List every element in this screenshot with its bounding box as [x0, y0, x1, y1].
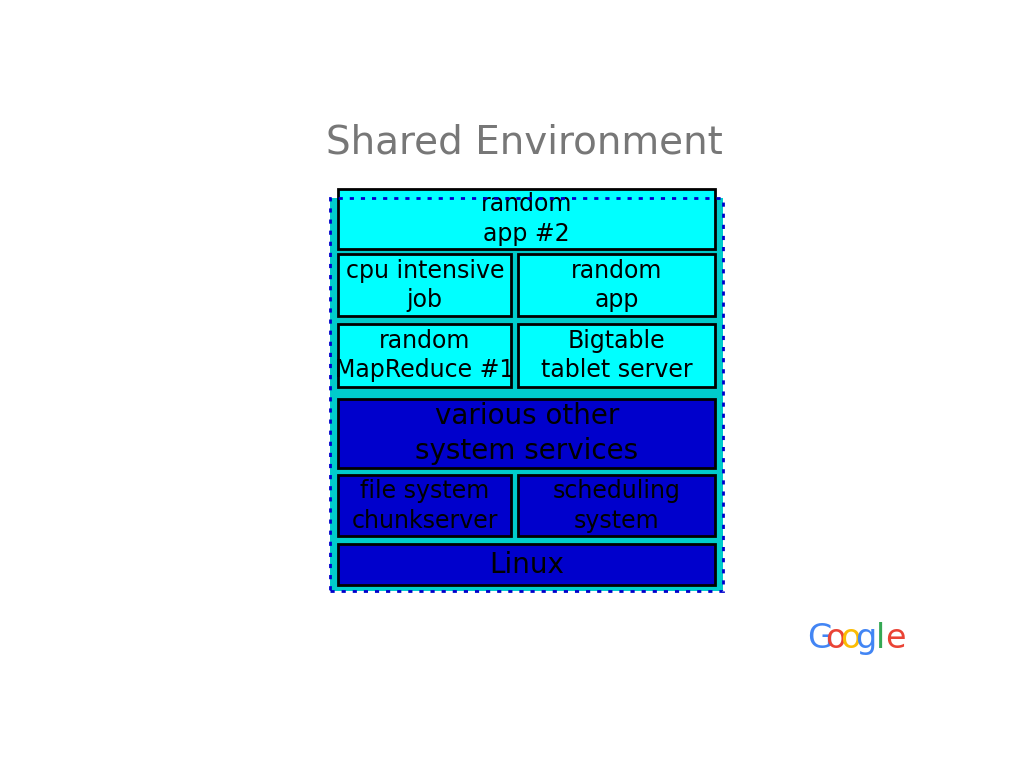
Text: Linux: Linux: [489, 551, 564, 578]
Bar: [518, 255, 715, 317]
Bar: [338, 324, 511, 387]
Bar: [331, 199, 723, 591]
Bar: [338, 189, 715, 249]
Bar: [338, 476, 511, 536]
Text: G: G: [807, 622, 833, 655]
Text: l: l: [876, 622, 885, 655]
Bar: [338, 544, 715, 585]
Text: cpu intensive
job: cpu intensive job: [345, 258, 504, 312]
Text: scheduling
system: scheduling system: [553, 479, 681, 532]
Bar: [518, 476, 715, 536]
Text: Bigtable
tablet server: Bigtable tablet server: [541, 328, 692, 382]
Bar: [338, 399, 715, 468]
Text: file system
chunkserver: file system chunkserver: [351, 479, 498, 532]
Text: o: o: [825, 622, 846, 655]
Text: g: g: [855, 622, 876, 655]
Text: e: e: [885, 622, 905, 655]
Bar: [331, 199, 723, 591]
Text: random
app #2: random app #2: [481, 193, 572, 246]
Bar: [518, 324, 715, 387]
Text: random
app: random app: [571, 258, 663, 312]
Text: Shared Environment: Shared Environment: [327, 123, 723, 161]
Text: random
MapReduce #1: random MapReduce #1: [335, 328, 514, 382]
Text: o: o: [840, 622, 860, 655]
Bar: [338, 255, 511, 317]
Text: various other
system services: various other system services: [415, 402, 638, 465]
